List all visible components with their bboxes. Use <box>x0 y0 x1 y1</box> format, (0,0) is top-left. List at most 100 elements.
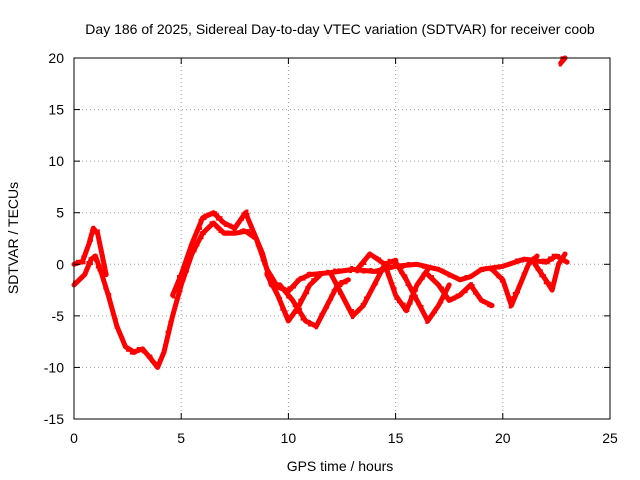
y-tick-label: 15 <box>48 102 64 118</box>
data-point <box>89 262 93 266</box>
data-point <box>321 311 325 315</box>
data-point <box>423 314 427 318</box>
data-point <box>461 290 465 294</box>
data-point <box>559 255 563 259</box>
data-point <box>283 287 286 291</box>
data-point <box>394 297 398 300</box>
data-point <box>333 268 337 272</box>
data-point <box>500 276 504 280</box>
data-point <box>562 58 566 62</box>
data-point <box>407 262 411 265</box>
data-point <box>425 269 429 273</box>
data-point <box>96 229 100 233</box>
data-point <box>504 285 508 289</box>
data-point <box>280 285 284 288</box>
data-point <box>431 275 434 279</box>
data-point <box>290 287 294 291</box>
data-point <box>187 253 191 257</box>
data-point <box>539 269 543 273</box>
data-point <box>367 252 371 256</box>
x-tick-label: 0 <box>70 430 78 446</box>
data-point <box>473 289 477 293</box>
data-point <box>358 264 362 268</box>
data-point <box>265 267 269 271</box>
data-point <box>436 266 440 270</box>
data-point <box>221 229 225 233</box>
data-point <box>543 258 547 262</box>
data-point <box>108 293 112 296</box>
data-point <box>203 217 207 221</box>
data-point <box>269 280 273 284</box>
data-point <box>562 254 566 258</box>
data-point <box>555 270 559 274</box>
data-point <box>292 313 296 317</box>
data-point <box>447 274 451 278</box>
y-axis-label: SDTVAR / TECUs <box>5 182 21 294</box>
data-point <box>489 305 493 309</box>
data-point <box>483 300 487 304</box>
data-point <box>250 227 254 231</box>
data-point <box>129 351 133 355</box>
data-point <box>190 243 194 247</box>
data-point <box>351 316 355 320</box>
data-point <box>334 284 338 288</box>
data-point <box>277 282 281 286</box>
data-point <box>442 290 446 294</box>
data-point <box>79 261 83 265</box>
data-point <box>172 310 176 314</box>
data-point <box>416 302 420 306</box>
data-point <box>93 231 97 235</box>
data-point <box>230 224 234 228</box>
data-point <box>385 273 389 277</box>
data-point <box>119 333 123 336</box>
data-point <box>262 262 266 266</box>
data-point <box>459 278 463 282</box>
data-point <box>359 307 363 311</box>
data-point <box>73 280 77 284</box>
data-point <box>163 351 167 354</box>
data-point <box>216 227 220 231</box>
data-point <box>103 281 107 285</box>
data-point <box>203 213 207 217</box>
data-point <box>256 239 260 243</box>
data-point <box>160 356 164 360</box>
data-point <box>506 297 510 301</box>
data-point <box>370 288 374 292</box>
data-point <box>308 271 312 275</box>
data-point <box>196 243 200 247</box>
data-point <box>307 283 311 287</box>
plot-frame <box>73 57 611 420</box>
data-point <box>307 320 311 324</box>
data-point <box>100 258 104 261</box>
data-point <box>226 230 230 234</box>
data-point <box>154 362 157 366</box>
data-point <box>414 262 418 266</box>
data-point <box>360 302 364 306</box>
data-point <box>441 296 445 300</box>
data-point <box>216 217 220 221</box>
data-point <box>85 246 89 250</box>
data-point <box>290 314 294 317</box>
data-point <box>293 283 297 287</box>
data-point <box>548 256 552 260</box>
data-point <box>85 250 89 254</box>
data-point <box>146 355 150 359</box>
data-point <box>270 274 274 278</box>
data-point <box>519 257 523 261</box>
data-point <box>421 311 425 315</box>
data-point <box>524 267 528 271</box>
data-point <box>536 266 540 270</box>
data-point <box>167 325 171 329</box>
data-point <box>76 279 80 283</box>
data-point <box>132 351 136 355</box>
data-point <box>431 266 434 270</box>
data-point <box>444 271 448 275</box>
data-point <box>376 277 380 281</box>
data-point <box>404 274 408 278</box>
data-point <box>275 290 279 293</box>
data-point <box>129 348 133 352</box>
data-point <box>240 217 244 221</box>
data-point <box>99 250 103 254</box>
data-point <box>378 257 382 261</box>
data-point <box>362 258 366 262</box>
